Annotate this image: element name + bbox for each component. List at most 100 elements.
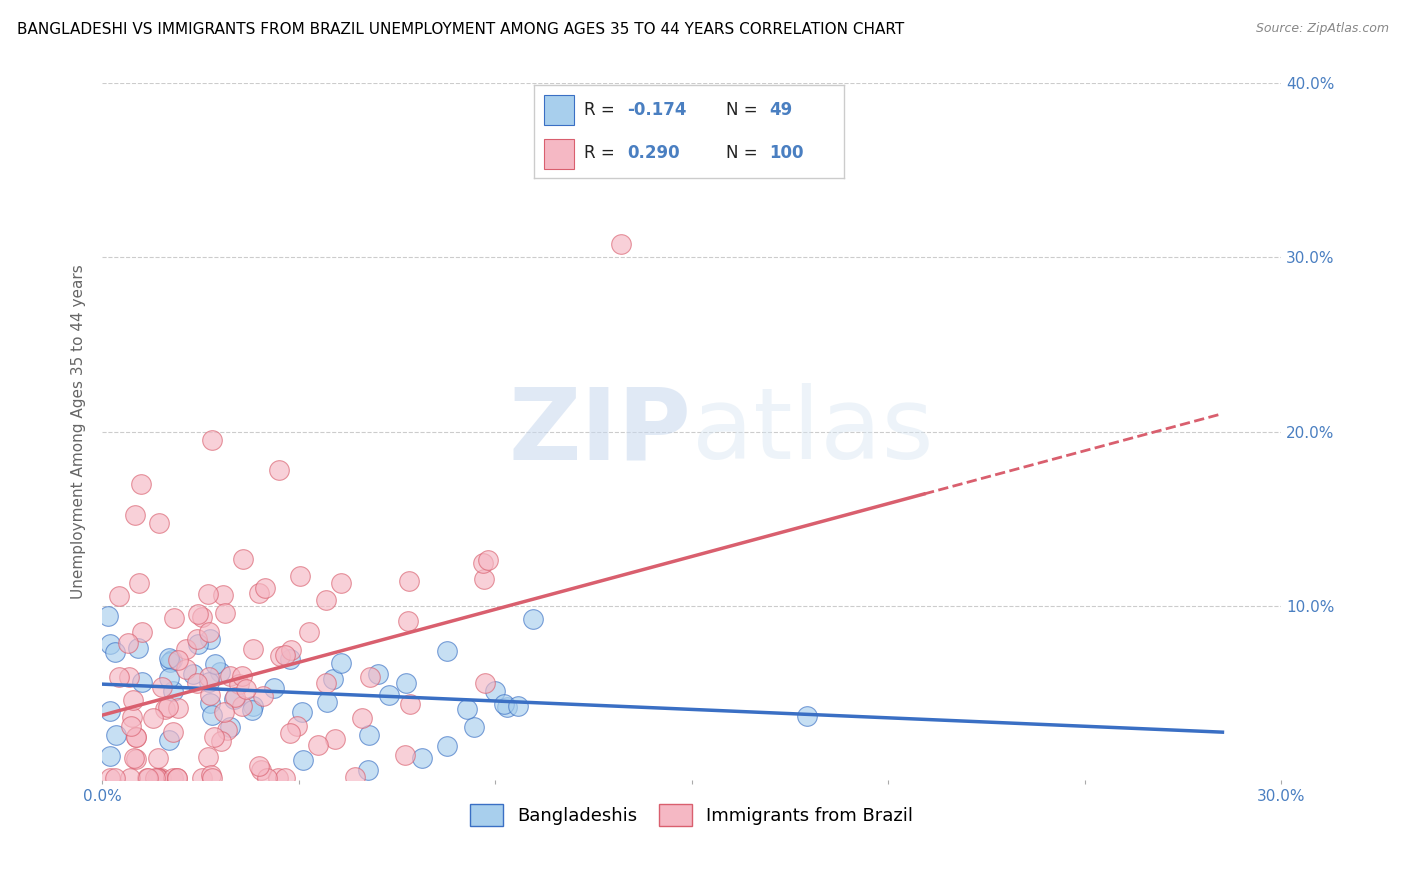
Text: ZIP: ZIP [509,383,692,480]
Point [146,771,169,785]
Point [398,574,420,588]
Point [367,667,389,681]
Point [121,709,143,723]
Point [222,692,245,706]
Point [118,670,141,684]
Point [148,771,170,785]
Point [231,698,253,713]
Point [201,771,224,785]
Point [269,649,291,664]
Point [250,764,273,778]
Point [153,702,176,716]
Point [143,771,166,785]
Point [121,693,143,707]
Point [218,669,240,683]
Point [610,236,633,251]
Point [117,635,139,649]
Point [135,771,157,785]
Point [162,684,184,698]
Point [398,697,420,711]
Point [191,771,214,785]
Point [357,729,380,743]
Point [197,625,219,640]
Point [136,771,159,785]
Point [291,705,314,719]
Point [125,730,148,744]
Point [166,700,188,714]
Point [148,751,170,765]
Text: N =: N = [725,101,763,119]
Point [394,748,416,763]
Point [522,612,544,626]
Point [198,688,221,702]
Point [128,575,150,590]
Point [242,641,264,656]
Point [141,711,163,725]
Point [98,748,121,763]
Text: R =: R = [583,145,620,162]
Point [232,552,254,566]
Point [108,670,131,684]
Point [148,516,170,530]
Point [148,771,170,785]
Point [436,644,458,658]
Bar [544,139,575,169]
Point [344,770,367,784]
Point [104,771,127,785]
Point [215,723,238,738]
Y-axis label: Unemployment Among Ages 35 to 44 years: Unemployment Among Ages 35 to 44 years [72,264,86,599]
Point [377,688,399,702]
Point [297,625,319,640]
Point [157,671,180,685]
Point [214,606,236,620]
Point [274,648,297,663]
Point [98,636,121,650]
Point [280,642,302,657]
Point [209,733,232,747]
Point [131,625,153,640]
Point [150,771,173,785]
Point [316,695,339,709]
Point [273,771,295,785]
Point [157,732,180,747]
Point [474,676,496,690]
Point [98,771,121,785]
Point [122,751,145,765]
Bar [544,95,575,125]
Point [104,644,127,658]
Text: N =: N = [725,145,763,162]
Text: -0.174: -0.174 [627,101,686,119]
Point [263,681,285,695]
Point [131,675,153,690]
Point [160,653,183,667]
Point [256,771,278,785]
Point [127,640,149,655]
Point [197,750,219,764]
Point [162,771,184,785]
Point [212,588,235,602]
Point [219,720,242,734]
Point [209,665,232,679]
Point [198,696,221,710]
Point [197,586,219,600]
Point [120,719,142,733]
Point [204,657,226,671]
Point [231,669,253,683]
Point [252,689,274,703]
Point [322,672,344,686]
Point [247,758,270,772]
Point [197,674,219,689]
Text: 100: 100 [769,145,804,162]
Text: 0.290: 0.290 [627,145,679,162]
Point [240,703,263,717]
Point [291,754,314,768]
Point [98,704,121,718]
Point [187,607,209,622]
Point [166,771,188,785]
Point [200,768,222,782]
Text: Source: ZipAtlas.com: Source: ZipAtlas.com [1256,22,1389,36]
Point [166,771,188,785]
Point [796,709,818,723]
Point [107,589,129,603]
Point [472,572,495,586]
